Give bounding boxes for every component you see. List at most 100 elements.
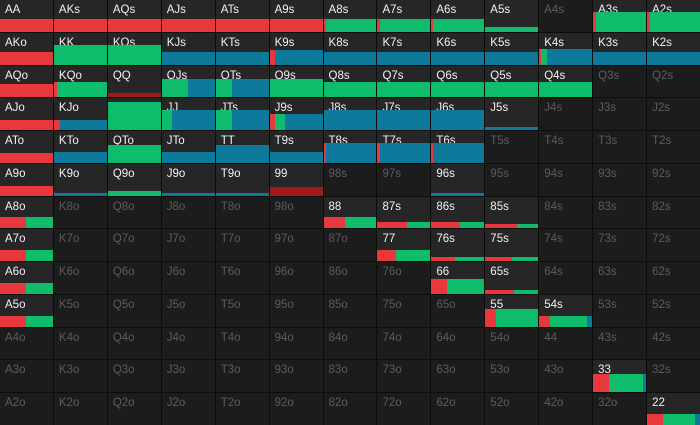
hand-cell[interactable]: K8o xyxy=(53,196,107,229)
hand-cell[interactable]: 73s xyxy=(593,229,647,262)
hand-cell[interactable]: 93o xyxy=(269,360,323,393)
hand-cell[interactable]: 65s xyxy=(485,262,539,294)
hand-cell[interactable]: 87o xyxy=(323,229,377,262)
hand-cell[interactable]: AQs xyxy=(107,0,161,32)
hand-cell[interactable]: A8o xyxy=(0,196,53,229)
hand-cell[interactable]: J8s xyxy=(323,98,377,131)
hand-cell[interactable]: 74o xyxy=(377,327,431,360)
hand-cell[interactable]: 86s xyxy=(431,196,485,229)
hand-cell[interactable]: 92o xyxy=(269,393,323,425)
hand-cell[interactable]: 43o xyxy=(539,360,593,393)
hand-cell[interactable]: K4s xyxy=(539,32,593,65)
hand-cell[interactable]: 77 xyxy=(377,229,431,262)
hand-cell[interactable]: A7s xyxy=(377,0,431,32)
hand-cell[interactable]: A2o xyxy=(0,393,53,425)
hand-cell[interactable]: Q6s xyxy=(431,65,485,98)
hand-cell[interactable]: K2s xyxy=(647,32,700,65)
hand-cell[interactable]: J8o xyxy=(161,196,215,229)
hand-cell[interactable]: Q3o xyxy=(107,360,161,393)
hand-cell[interactable]: 72s xyxy=(647,229,700,262)
hand-cell[interactable]: AKo xyxy=(0,32,53,65)
hand-cell[interactable]: K5s xyxy=(485,32,539,65)
hand-cell[interactable]: 83o xyxy=(323,360,377,393)
hand-cell[interactable]: Q3s xyxy=(593,65,647,98)
hand-cell[interactable]: AJo xyxy=(0,98,53,131)
hand-cell[interactable]: 75s xyxy=(485,229,539,262)
hand-cell[interactable]: K5o xyxy=(53,294,107,327)
hand-cell[interactable]: JJ xyxy=(161,98,215,131)
hand-cell[interactable]: 22 xyxy=(647,393,700,425)
hand-cell[interactable]: ATs xyxy=(215,0,269,32)
hand-cell[interactable]: 84s xyxy=(539,196,593,229)
hand-cell[interactable]: K8s xyxy=(323,32,377,65)
hand-cell[interactable]: K2o xyxy=(53,393,107,425)
hand-cell[interactable]: Q7s xyxy=(377,65,431,98)
hand-cell[interactable]: AKs xyxy=(53,0,107,32)
hand-cell[interactable]: K9o xyxy=(53,163,107,196)
hand-cell[interactable]: 75o xyxy=(377,294,431,327)
hand-cell[interactable]: Q4o xyxy=(107,327,161,360)
hand-cell[interactable]: QTs xyxy=(215,65,269,98)
hand-cell[interactable]: QTo xyxy=(107,131,161,163)
hand-cell[interactable]: A8s xyxy=(323,0,377,32)
hand-cell[interactable]: 42o xyxy=(539,393,593,425)
hand-cell[interactable]: 95s xyxy=(485,163,539,196)
hand-cell[interactable]: 53o xyxy=(485,360,539,393)
hand-cell[interactable]: K7s xyxy=(377,32,431,65)
hand-cell[interactable]: KQo xyxy=(53,65,107,98)
hand-cell[interactable]: 97o xyxy=(269,229,323,262)
hand-cell[interactable]: A3o xyxy=(0,360,53,393)
hand-cell[interactable]: J5o xyxy=(161,294,215,327)
hand-cell[interactable]: 98o xyxy=(269,196,323,229)
hand-cell[interactable]: J3o xyxy=(161,360,215,393)
hand-cell[interactable]: 74s xyxy=(539,229,593,262)
hand-cell[interactable]: Q9s xyxy=(269,65,323,98)
hand-cell[interactable]: 98s xyxy=(323,163,377,196)
hand-cell[interactable]: TT xyxy=(215,131,269,163)
hand-cell[interactable]: JTo xyxy=(161,131,215,163)
hand-cell[interactable]: 96o xyxy=(269,262,323,294)
hand-cell[interactable]: 82s xyxy=(647,196,700,229)
hand-cell[interactable]: J3s xyxy=(593,98,647,131)
hand-cell[interactable]: K3s xyxy=(593,32,647,65)
hand-cell[interactable]: 44 xyxy=(539,327,593,360)
hand-cell[interactable]: 55 xyxy=(485,294,539,327)
hand-cell[interactable]: 64o xyxy=(431,327,485,360)
hand-cell[interactable]: T7s xyxy=(377,131,431,163)
hand-cell[interactable]: KJs xyxy=(161,32,215,65)
hand-cell[interactable]: J4s xyxy=(539,98,593,131)
hand-cell[interactable]: 93s xyxy=(593,163,647,196)
hand-cell[interactable]: T7o xyxy=(215,229,269,262)
hand-cell[interactable]: T2s xyxy=(647,131,700,163)
hand-cell[interactable]: 86o xyxy=(323,262,377,294)
hand-cell[interactable]: J7s xyxy=(377,98,431,131)
hand-cell[interactable]: 97s xyxy=(377,163,431,196)
hand-cell[interactable]: 84o xyxy=(323,327,377,360)
hand-cell[interactable]: A4o xyxy=(0,327,53,360)
hand-cell[interactable]: 63s xyxy=(593,262,647,294)
hand-cell[interactable]: KK xyxy=(53,32,107,65)
hand-cell[interactable]: 83s xyxy=(593,196,647,229)
hand-cell[interactable]: A2s xyxy=(647,0,700,32)
hand-cell[interactable]: T6o xyxy=(215,262,269,294)
hand-cell[interactable]: Q5s xyxy=(485,65,539,98)
hand-cell[interactable]: T8o xyxy=(215,196,269,229)
hand-cell[interactable]: J7o xyxy=(161,229,215,262)
hand-cell[interactable]: AA xyxy=(0,0,53,32)
hand-cell[interactable]: KQs xyxy=(107,32,161,65)
hand-cell[interactable]: 73o xyxy=(377,360,431,393)
hand-cell[interactable]: 63o xyxy=(431,360,485,393)
hand-cell[interactable]: A7o xyxy=(0,229,53,262)
hand-cell[interactable]: K3o xyxy=(53,360,107,393)
hand-cell[interactable]: 43s xyxy=(593,327,647,360)
hand-cell[interactable]: ATo xyxy=(0,131,53,163)
hand-cell[interactable]: T4o xyxy=(215,327,269,360)
hand-cell[interactable]: 54o xyxy=(485,327,539,360)
hand-cell[interactable]: 94s xyxy=(539,163,593,196)
hand-cell[interactable]: 62o xyxy=(431,393,485,425)
hand-cell[interactable]: 66 xyxy=(431,262,485,294)
hand-cell[interactable]: J4o xyxy=(161,327,215,360)
hand-cell[interactable]: A5o xyxy=(0,294,53,327)
hand-cell[interactable]: 82o xyxy=(323,393,377,425)
hand-cell[interactable]: 99 xyxy=(269,163,323,196)
